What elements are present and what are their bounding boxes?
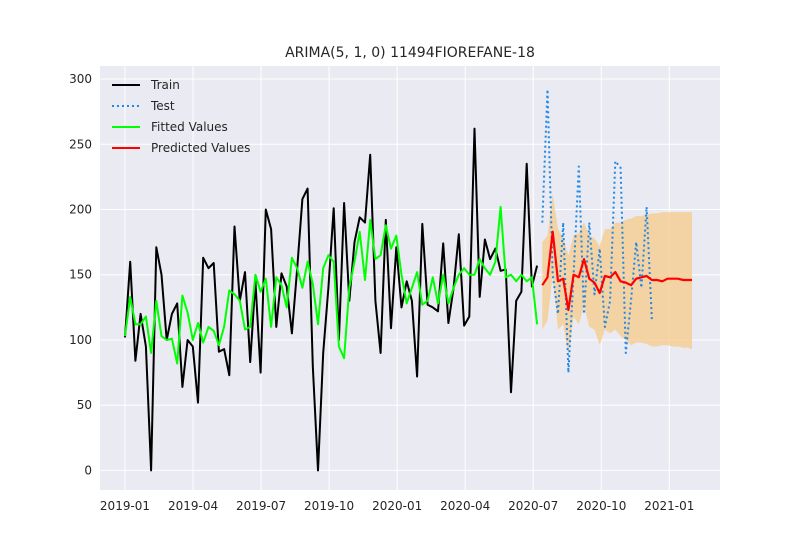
legend: Train Test Fitted Values Predicted Values <box>112 78 250 155</box>
y-tick-label: 50 <box>77 398 92 412</box>
chart-title: ARIMA(5, 1, 0) 11494FIOREFANE-18 <box>285 45 535 61</box>
y-tick-label: 300 <box>69 72 92 86</box>
legend-label-predicted-values: Predicted Values <box>151 141 250 155</box>
legend-label-test: Test <box>150 99 175 113</box>
y-tick-label: 250 <box>69 137 92 151</box>
y-tick-label: 200 <box>69 203 92 217</box>
predicted-values-line <box>541 230 692 312</box>
x-tick-label: 2020-01 <box>372 499 422 513</box>
legend-label-fitted-values: Fitted Values <box>151 120 228 134</box>
legend-label-train: Train <box>150 78 180 92</box>
x-tick-label: 2020-10 <box>576 499 626 513</box>
fitted-values-line <box>124 205 539 365</box>
plot-area <box>100 66 720 490</box>
x-tick-label: 2019-07 <box>236 499 286 513</box>
x-tick-label: 2020-04 <box>440 499 490 513</box>
x-tick-label: 2019-04 <box>168 499 218 513</box>
axes: 0 50 100 150 200 250 300 2019-01 2019-04 2019-07 2… <box>69 72 694 513</box>
y-tick-label: 150 <box>69 268 92 282</box>
x-tick-label: 2019-01 <box>100 499 150 513</box>
train-line <box>124 127 539 472</box>
y-tick-label: 100 <box>69 333 92 347</box>
y-tick-label: 0 <box>84 463 92 477</box>
x-tick-label: 2019-10 <box>304 499 354 513</box>
x-tick-label: 2020-07 <box>508 499 558 513</box>
x-tick-label: 2021-01 <box>644 499 694 513</box>
